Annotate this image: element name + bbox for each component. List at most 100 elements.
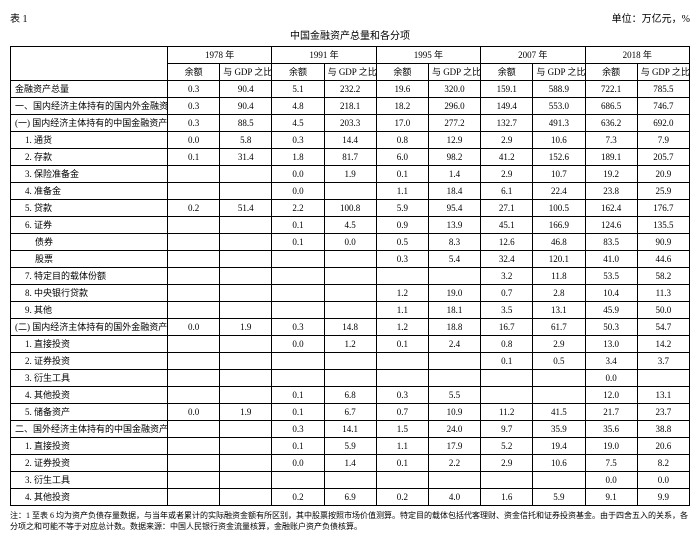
cell-value: 152.6 [533, 149, 585, 166]
table-row: (一) 国内经济主体持有的中国金融资产0.388.54.5203.317.027… [11, 115, 690, 132]
cell-value [220, 472, 272, 489]
cell-value: 0.3 [376, 387, 428, 404]
cell-value: 22.4 [533, 183, 585, 200]
subcol-header: 与 GDP 之比 [637, 64, 689, 81]
cell-value: 11.3 [637, 285, 689, 302]
cell-value: 6.8 [324, 387, 376, 404]
footnote: 注：1 至表 6 均为资产负债存量数据，与当年或者累计的实际融资金额有所区别，其… [10, 510, 690, 532]
cell-value: 1.9 [220, 319, 272, 336]
cell-value: 19.0 [585, 438, 637, 455]
cell-value [220, 166, 272, 183]
table-row: 股票0.35.432.4120.141.044.6 [11, 251, 690, 268]
cell-value [272, 251, 324, 268]
cell-value [428, 353, 480, 370]
table-number: 表 1 [10, 10, 28, 25]
cell-value [324, 370, 376, 387]
cell-value: 205.7 [637, 149, 689, 166]
subcol-header: 余额 [272, 64, 324, 81]
cell-value [324, 472, 376, 489]
table-row: 金融资产总量0.390.45.1232.219.6320.0159.1588.9… [11, 81, 690, 98]
cell-value: 0.0 [168, 132, 220, 149]
cell-value: 81.7 [324, 149, 376, 166]
cell-value [428, 268, 480, 285]
cell-value: 588.9 [533, 81, 585, 98]
cell-value: 296.0 [428, 98, 480, 115]
cell-value: 10.6 [533, 132, 585, 149]
cell-value: 9.7 [481, 421, 533, 438]
cell-value: 13.1 [533, 302, 585, 319]
cell-value: 1.4 [428, 166, 480, 183]
year-header-1: 1991 年 [272, 47, 376, 64]
cell-value: 4.5 [272, 115, 324, 132]
cell-value [272, 353, 324, 370]
table-row: 9. 其他1.118.13.513.145.950.0 [11, 302, 690, 319]
cell-value: 0.3 [376, 251, 428, 268]
year-header-4: 2018 年 [585, 47, 690, 64]
cell-value: 41.2 [481, 149, 533, 166]
cell-value: 23.8 [585, 183, 637, 200]
cell-value: 7.5 [585, 455, 637, 472]
cell-value [272, 302, 324, 319]
cell-value: 31.4 [220, 149, 272, 166]
row-label: 6. 证券 [11, 217, 168, 234]
cell-value: 6.0 [376, 149, 428, 166]
subcol-header: 与 GDP 之比 [533, 64, 585, 81]
cell-value: 44.6 [637, 251, 689, 268]
cell-value: 722.1 [585, 81, 637, 98]
cell-value: 11.2 [481, 404, 533, 421]
cell-value [324, 302, 376, 319]
row-label: 二、国外经济主体持有的中国金融资产 [11, 421, 168, 438]
cell-value: 686.5 [585, 98, 637, 115]
cell-value: 0.0 [272, 336, 324, 353]
cell-value: 5.4 [428, 251, 480, 268]
table-title: 中国金融资产总量和各分项 [290, 31, 410, 42]
cell-value: 53.5 [585, 268, 637, 285]
cell-value: 50.3 [585, 319, 637, 336]
cell-value: 50.0 [637, 302, 689, 319]
cell-value: 7.3 [585, 132, 637, 149]
cell-value: 135.5 [637, 217, 689, 234]
cell-value: 12.0 [585, 387, 637, 404]
cell-value: 54.7 [637, 319, 689, 336]
cell-value: 14.4 [324, 132, 376, 149]
table-row: 4. 准备金0.01.118.46.122.423.825.9 [11, 183, 690, 200]
cell-value [168, 455, 220, 472]
table-row: 5. 贷款0.251.42.2100.85.995.427.1100.5162.… [11, 200, 690, 217]
cell-value: 35.6 [585, 421, 637, 438]
cell-value: 11.8 [533, 268, 585, 285]
cell-value [168, 387, 220, 404]
cell-value: 0.3 [272, 319, 324, 336]
cell-value: 12.9 [428, 132, 480, 149]
cell-value: 45.1 [481, 217, 533, 234]
cell-value [637, 370, 689, 387]
row-label: 1. 直接投资 [11, 438, 168, 455]
cell-value: 0.3 [272, 421, 324, 438]
table-row: 二、国外经济主体持有的中国金融资产0.314.11.524.09.735.935… [11, 421, 690, 438]
cell-value [168, 234, 220, 251]
cell-value [168, 285, 220, 302]
cell-value: 90.9 [637, 234, 689, 251]
cell-value [168, 472, 220, 489]
cell-value [376, 472, 428, 489]
cell-value: 1.9 [324, 166, 376, 183]
cell-value: 83.5 [585, 234, 637, 251]
cell-value: 100.5 [533, 200, 585, 217]
cell-value [481, 370, 533, 387]
cell-value: 0.3 [272, 132, 324, 149]
cell-value: 19.6 [376, 81, 428, 98]
cell-value: 0.9 [376, 217, 428, 234]
cell-value [220, 421, 272, 438]
table-row: 3. 衍生工具0.0 [11, 370, 690, 387]
table-row: 6. 证券0.14.50.913.945.1166.9124.6135.5 [11, 217, 690, 234]
cell-value [168, 421, 220, 438]
cell-value [272, 268, 324, 285]
cell-value: 159.1 [481, 81, 533, 98]
cell-value: 0.0 [585, 370, 637, 387]
cell-value: 45.9 [585, 302, 637, 319]
cell-value: 2.9 [481, 455, 533, 472]
cell-value [324, 183, 376, 200]
row-label: 金融资产总量 [11, 81, 168, 98]
cell-value: 785.5 [637, 81, 689, 98]
row-label: 7. 特定目的载体份额 [11, 268, 168, 285]
cell-value [324, 353, 376, 370]
